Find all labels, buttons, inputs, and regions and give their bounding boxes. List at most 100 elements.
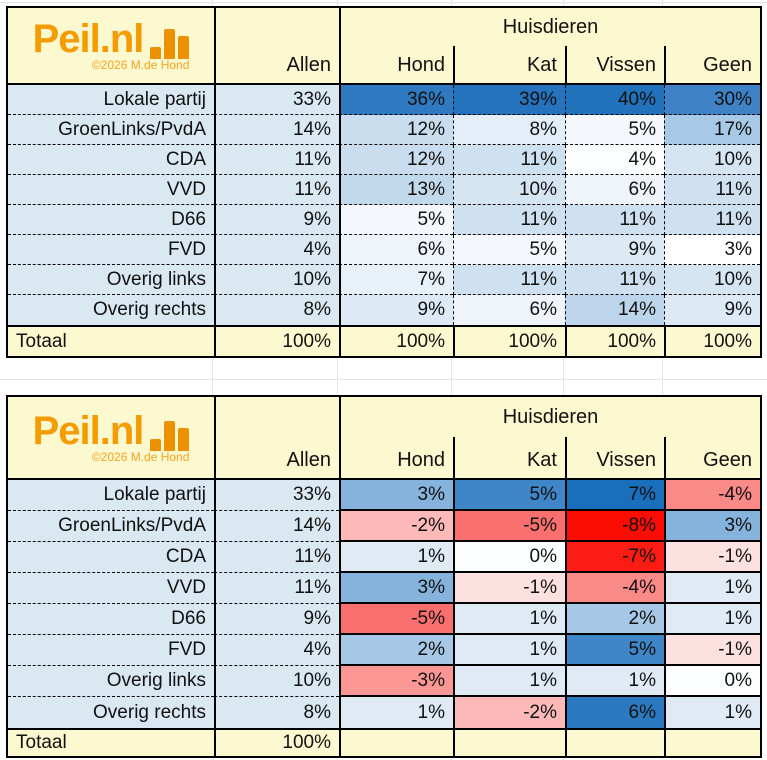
heatmap-value-cell: 1% <box>664 604 760 635</box>
party-label: D66 <box>8 205 214 235</box>
total-value: 100% <box>565 325 664 356</box>
column-header-kat: Kat <box>453 46 565 85</box>
party-label: Overig links <box>8 666 214 697</box>
column-header-geen: Geen <box>664 437 760 480</box>
gridline <box>563 0 564 760</box>
heatmap-value-cell: 6% <box>453 295 565 325</box>
heatmap-value-cell: 11% <box>453 205 565 235</box>
heatmap-value-cell: -5% <box>453 511 565 542</box>
heatmap-value-cell: 1% <box>453 666 565 697</box>
column-header-hond: Hond <box>339 46 453 85</box>
total-value: 100% <box>214 728 339 756</box>
heatmap-value-cell: 40% <box>565 85 664 115</box>
gridline <box>662 0 663 760</box>
party-label: Overig rechts <box>8 697 214 728</box>
heatmap-value-cell: -1% <box>453 573 565 604</box>
allen-value-cell: 10% <box>214 666 339 697</box>
heatmap-value-cell: 6% <box>565 697 664 728</box>
column-header-hond: Hond <box>339 437 453 480</box>
party-label: GroenLinks/PvdA <box>8 511 214 542</box>
party-label: CDA <box>8 145 214 175</box>
party-label: VVD <box>8 573 214 604</box>
bar-chart-icon <box>150 29 190 59</box>
logo-cell: Peil.nl ©2026 M.de Hond <box>8 397 214 480</box>
heatmap-value-cell: 5% <box>565 635 664 666</box>
heatmap-value-cell: 2% <box>565 604 664 635</box>
allen-value-cell: 11% <box>214 175 339 205</box>
party-label: CDA <box>8 542 214 573</box>
heatmap-value-cell: 17% <box>664 115 760 145</box>
allen-value-cell: 8% <box>214 697 339 728</box>
peil-logo: Peil.nl ©2026 M.de Hond <box>33 411 190 464</box>
allen-value-cell: 11% <box>214 573 339 604</box>
table-differences: Peil.nl ©2026 M.de Hond Allen Huisdieren… <box>6 395 762 758</box>
heatmap-value-cell: 6% <box>565 175 664 205</box>
heatmap-value-cell: 5% <box>453 480 565 511</box>
heatmap-value-cell: 14% <box>565 295 664 325</box>
heatmap-value-cell: 0% <box>453 542 565 573</box>
column-header-geen: Geen <box>664 46 760 85</box>
allen-value-cell: 33% <box>214 480 339 511</box>
allen-value-cell: 14% <box>214 115 339 145</box>
heatmap-value-cell: 10% <box>664 145 760 175</box>
allen-value-cell: 4% <box>214 635 339 666</box>
heatmap-value-cell: 3% <box>664 511 760 542</box>
heatmap-value-cell: 10% <box>453 175 565 205</box>
heatmap-value-cell: 0% <box>664 666 760 697</box>
column-header-vissen: Vissen <box>565 46 664 85</box>
party-label: D66 <box>8 604 214 635</box>
allen-value-cell: 11% <box>214 542 339 573</box>
heatmap-value-cell: 5% <box>565 115 664 145</box>
heatmap-value-cell: 11% <box>565 265 664 295</box>
heatmap-value-cell: 39% <box>453 85 565 115</box>
party-label: GroenLinks/PvdA <box>8 115 214 145</box>
group-header-huisdieren: Huisdieren <box>339 8 760 46</box>
heatmap-value-cell: 2% <box>339 635 453 666</box>
heatmap-value-cell: 3% <box>339 573 453 604</box>
allen-value-cell: 9% <box>214 604 339 635</box>
heatmap-value-cell: 8% <box>453 115 565 145</box>
column-header-allen: Allen <box>214 8 339 85</box>
total-value <box>565 728 664 756</box>
total-value <box>453 728 565 756</box>
total-value: 100% <box>339 325 453 356</box>
heatmap-value-cell: -2% <box>339 511 453 542</box>
heatmap-value-cell: 1% <box>453 635 565 666</box>
heatmap-value-cell: 1% <box>664 573 760 604</box>
column-header-kat: Kat <box>453 437 565 480</box>
party-label: FVD <box>8 235 214 265</box>
heatmap-value-cell: -2% <box>453 697 565 728</box>
heatmap-value-cell: 9% <box>565 235 664 265</box>
heatmap-value-cell: -3% <box>339 666 453 697</box>
heatmap-value-cell: -1% <box>664 542 760 573</box>
allen-value-cell: 9% <box>214 205 339 235</box>
heatmap-value-cell: -8% <box>565 511 664 542</box>
gridline <box>451 0 452 760</box>
group-header-huisdieren: Huisdieren <box>339 397 760 437</box>
allen-value-cell: 8% <box>214 295 339 325</box>
heatmap-value-cell: -5% <box>339 604 453 635</box>
total-label: Totaal <box>8 325 214 356</box>
heatmap-value-cell: 1% <box>339 542 453 573</box>
party-label: Overig rechts <box>8 295 214 325</box>
gridline <box>337 0 338 760</box>
allen-value-cell: 11% <box>214 145 339 175</box>
heatmap-value-cell: 6% <box>339 235 453 265</box>
total-value: 100% <box>214 325 339 356</box>
heatmap-value-cell: -7% <box>565 542 664 573</box>
heatmap-value-cell: 36% <box>339 85 453 115</box>
allen-value-cell: 14% <box>214 511 339 542</box>
heatmap-value-cell: 1% <box>664 697 760 728</box>
heatmap-value-cell: 4% <box>565 145 664 175</box>
heatmap-value-cell: 1% <box>565 666 664 697</box>
heatmap-value-cell: 5% <box>453 235 565 265</box>
peil-logo: Peil.nl ©2026 M.de Hond <box>33 19 190 72</box>
heatmap-value-cell: 12% <box>339 115 453 145</box>
total-value: 100% <box>453 325 565 356</box>
heatmap-value-cell: 11% <box>664 175 760 205</box>
gridline <box>0 379 767 380</box>
heatmap-value-cell: -4% <box>565 573 664 604</box>
copyright-text: ©2026 M.de Hond <box>91 450 190 464</box>
heatmap-value-cell: 3% <box>664 235 760 265</box>
